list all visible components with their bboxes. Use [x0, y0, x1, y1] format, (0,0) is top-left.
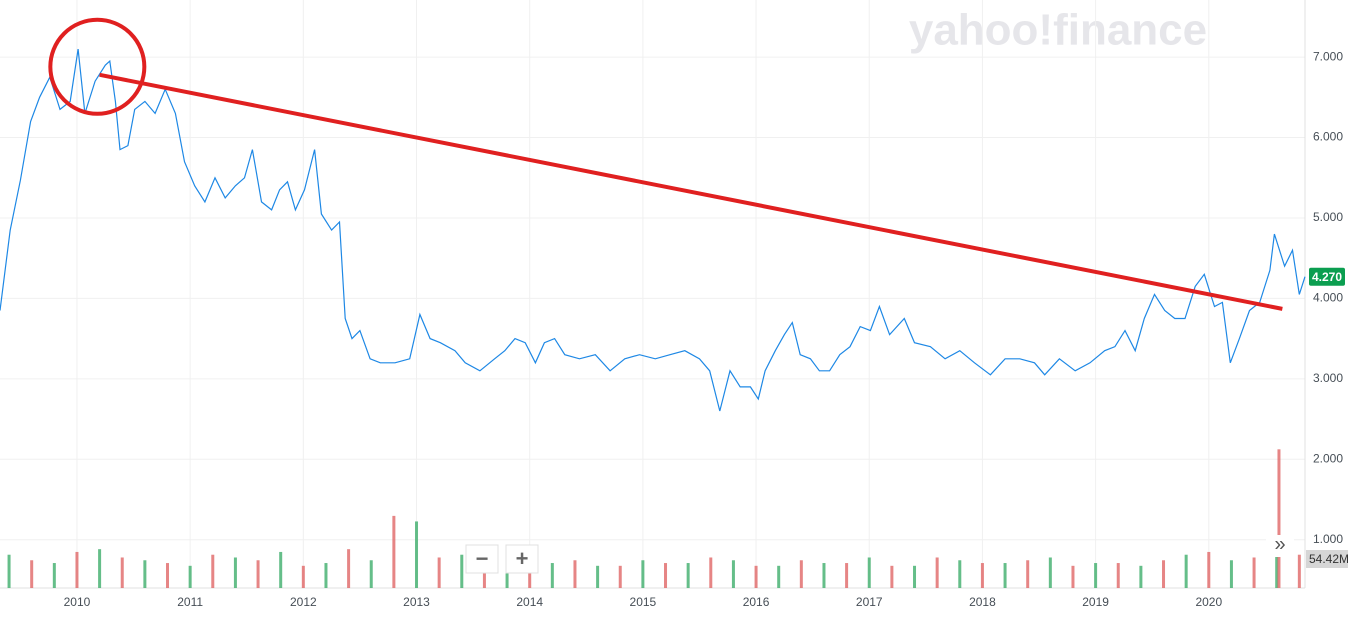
zoom-in-button[interactable] [505, 544, 539, 574]
volume-bar [482, 560, 486, 588]
volume-bar [120, 557, 124, 588]
volume-bar [347, 549, 351, 588]
volume-bar [754, 565, 758, 588]
volume-bar [528, 563, 532, 588]
volume-bar [980, 563, 984, 588]
highlight-circle [48, 17, 147, 116]
volume-bar [415, 521, 419, 588]
volume-bar [799, 560, 803, 588]
volume-bar [1162, 560, 1166, 588]
volume-bar [867, 557, 871, 588]
y-tick-label: 5.000 [1313, 210, 1343, 224]
zoom-out-label: − [476, 546, 489, 571]
zoom-in-label: + [516, 546, 529, 571]
volume-bar [324, 563, 328, 588]
volume-bar [731, 560, 735, 588]
volume-bar [935, 557, 939, 588]
watermark: yahoo!finance [909, 6, 1207, 55]
volume-bar [618, 565, 622, 588]
price-tag-label: 4.270 [1312, 270, 1342, 284]
y-tick-label: 2.000 [1313, 451, 1343, 465]
volume-bar [596, 565, 600, 588]
volume-bar [437, 557, 441, 588]
y-tick-label: 1.000 [1313, 532, 1343, 546]
volume-bar [52, 563, 56, 588]
volume-bar [30, 560, 34, 588]
x-tick-label: 2010 [64, 595, 91, 609]
volume-bar [845, 563, 849, 588]
volume-bar [709, 557, 713, 588]
y-tick-label: 3.000 [1313, 371, 1343, 385]
volume-bar [1207, 551, 1211, 588]
zoom-out-button[interactable] [465, 544, 499, 574]
volume-bar [1277, 449, 1281, 588]
volume-bar [1297, 554, 1301, 588]
volume-bar [460, 554, 464, 588]
y-tick-label: 4.000 [1313, 291, 1343, 305]
expand-button[interactable] [1266, 535, 1294, 557]
x-tick-label: 2011 [177, 595, 203, 609]
x-tick-label: 2017 [856, 595, 883, 609]
x-tick-label: 2020 [1195, 595, 1222, 609]
volume-bar [279, 551, 283, 588]
volume-bar [550, 563, 554, 588]
expand-label: » [1274, 533, 1285, 555]
volume-bar [777, 565, 781, 588]
volume-bar [211, 554, 215, 588]
volume-tag-label: 54.42M [1309, 552, 1348, 566]
volume-bar [75, 551, 79, 588]
volume-bar [913, 565, 917, 588]
volume-bar [641, 560, 645, 588]
volume-bar [1229, 560, 1233, 588]
volume-bar [1184, 554, 1188, 588]
price-line [0, 49, 1306, 412]
volume-bar [822, 563, 826, 588]
volume-bar [573, 560, 577, 588]
volume-bar [1094, 563, 1098, 588]
volume-bar [1252, 557, 1256, 588]
volume-bar [7, 554, 11, 588]
volume-bar [369, 560, 373, 588]
volume-bar [301, 565, 305, 588]
volume-bar [98, 549, 102, 588]
volume-bar [392, 515, 396, 588]
volume-bar [1275, 549, 1279, 588]
volume-bar [1048, 557, 1052, 588]
volume-bar [1026, 560, 1030, 588]
x-tick-label: 2018 [969, 595, 996, 609]
volume-bar [188, 565, 192, 588]
trend-line [99, 72, 1283, 311]
volume-bar [233, 557, 237, 588]
volume-bar [1116, 563, 1120, 588]
x-tick-label: 2012 [290, 595, 317, 609]
volume-bar [166, 563, 170, 588]
zoom-controls: − + [465, 544, 539, 574]
y-tick-label: 6.000 [1313, 130, 1343, 144]
volume-bar [1003, 563, 1007, 588]
y-tick-label: 7.000 [1313, 49, 1343, 63]
x-tick-label: 2019 [1082, 595, 1109, 609]
x-tick-label: 2015 [630, 595, 657, 609]
volume-bar [958, 560, 962, 588]
volume-bar [890, 565, 894, 588]
volume-bar [1071, 565, 1075, 588]
x-tick-label: 2016 [743, 595, 770, 609]
volume-bar [686, 563, 690, 588]
volume-tag [1306, 550, 1348, 568]
x-tick-label: 2013 [403, 595, 430, 609]
volume-bar [256, 560, 260, 588]
volume-bar [664, 563, 668, 588]
x-tick-label: 2014 [516, 595, 543, 609]
volume-bar [1139, 565, 1143, 588]
volume-bar [143, 560, 147, 588]
price-tag [1309, 267, 1345, 286]
